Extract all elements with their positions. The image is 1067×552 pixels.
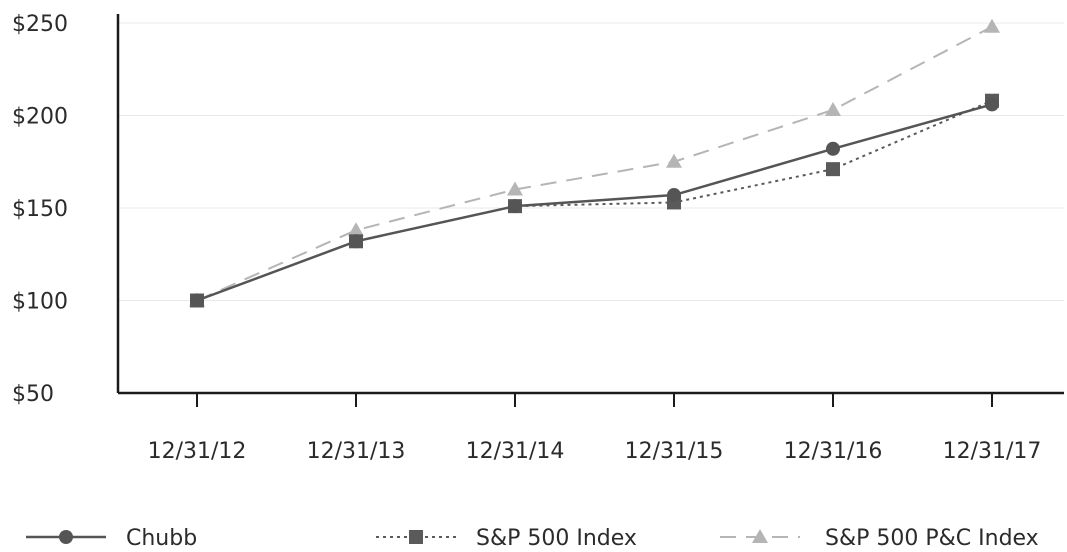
data-point-marker	[667, 188, 681, 203]
y-tick-labels: $250 $200 $150 $100 $50	[12, 12, 68, 407]
x-tick-label: 12/31/16	[784, 439, 883, 464]
y-tick-label: $200	[12, 105, 68, 130]
x-tick-label: 12/31/14	[466, 439, 565, 464]
x-tick-label: 12/31/13	[307, 439, 406, 464]
legend-label: S&P 500 Index	[476, 526, 637, 551]
legend-item: Chubb	[26, 526, 197, 551]
data-point-marker	[826, 141, 840, 156]
series-lines	[189, 18, 1000, 308]
legend: Chubb S&P 500 Index S&P 500 P&C Index	[26, 526, 1039, 551]
series-2	[189, 18, 1000, 307]
gridlines	[118, 22, 1064, 301]
series-line	[196, 25, 993, 302]
y-tick-label: $50	[12, 382, 54, 407]
data-point-marker	[666, 153, 682, 168]
data-point-marker	[507, 181, 523, 196]
data-point-marker	[826, 162, 840, 177]
y-tick-label: $250	[12, 12, 68, 37]
data-point-marker	[349, 234, 363, 249]
axes	[116, 14, 1064, 395]
x-tick-label: 12/31/15	[625, 439, 724, 464]
series-0	[190, 97, 999, 308]
y-tick-label: $150	[12, 197, 68, 222]
legend-item: S&P 500 Index	[376, 526, 637, 551]
data-point-marker	[348, 222, 364, 237]
series-line	[196, 103, 993, 302]
legend-item: S&P 500 P&C Index	[720, 526, 1039, 551]
legend-marker	[59, 530, 73, 544]
x-tick-labels: 12/31/12 12/31/13 12/31/14 12/31/15 12/31/16…	[148, 393, 1042, 464]
legend-marker	[752, 529, 768, 543]
data-point-marker	[985, 97, 999, 112]
data-point-marker	[190, 293, 204, 308]
legend-label: Chubb	[126, 526, 197, 551]
x-tick-label: 12/31/12	[148, 439, 247, 464]
legend-marker	[409, 530, 423, 544]
legend-label: S&P 500 P&C Index	[825, 526, 1039, 551]
data-point-marker	[825, 101, 841, 116]
y-tick-label: $100	[12, 290, 68, 315]
data-point-marker	[508, 199, 522, 214]
x-tick-label: 12/31/17	[943, 439, 1042, 464]
data-point-marker	[984, 18, 1000, 33]
